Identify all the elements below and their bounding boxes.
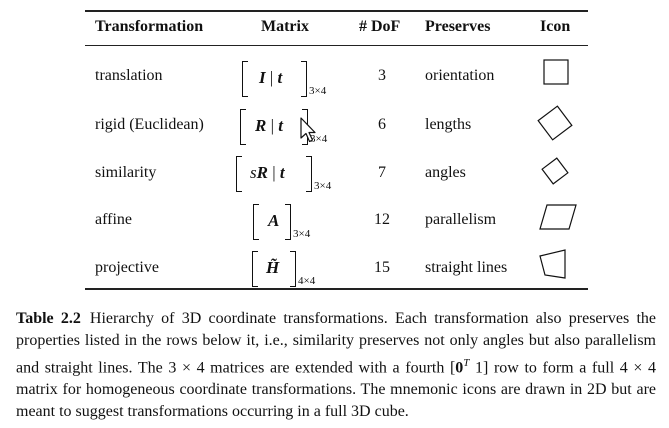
small-rotated-square-icon: [541, 157, 569, 185]
trapezoid-icon: [539, 249, 566, 279]
dof-rigid: 6: [378, 116, 386, 133]
row-name-rigid: rigid (Euclidean): [95, 116, 204, 133]
header-icon: Icon: [540, 18, 571, 35]
row-name-similarity: similarity: [95, 164, 157, 181]
header-matrix: Matrix: [261, 18, 309, 35]
preserves-affine: parallelism: [425, 211, 497, 228]
row-name-affine: affine: [95, 211, 133, 228]
preserves-similarity: angles: [425, 164, 466, 181]
transformation-table: Transformation Matrix # DoF Preserves Ic…: [85, 8, 588, 290]
caption-one: 1: [475, 359, 484, 377]
caption-vector: 0: [455, 359, 464, 377]
matrix-body: sR | t: [250, 163, 285, 182]
matrix-body: I | t: [259, 68, 283, 87]
matrix-subscript: 3×4: [309, 85, 327, 97]
preserves-rigid: lengths: [425, 116, 472, 133]
caption-label: Table 2.2: [16, 310, 81, 327]
dof-affine: 12: [374, 211, 390, 228]
table-top-rule: [85, 10, 588, 12]
row-name-projective: projective: [95, 259, 159, 276]
caption-text-before: Hierarchy of 3D coordinate transformatio…: [16, 310, 656, 377]
matrix-body: R | t: [255, 116, 283, 135]
dof-similarity: 7: [378, 164, 386, 181]
header-dof: # DoF: [359, 18, 401, 35]
matrix-body: A: [268, 211, 280, 230]
table-caption: Table 2.2 Hierarchy of 3D coordinate tran…: [16, 308, 656, 423]
caption-text-after: ] row to form a full 4 × 4 matrix for ho…: [16, 359, 657, 421]
matrix-subscript: 4×4: [298, 275, 316, 287]
dof-projective: 15: [374, 259, 390, 276]
square-icon: [543, 59, 569, 85]
parallelogram-icon: [539, 204, 577, 230]
matrix-subscript: 3×4: [310, 133, 328, 145]
rotated-square-icon: [537, 105, 573, 141]
header-preserves: Preserves: [425, 18, 491, 35]
preserves-projective: straight lines: [425, 259, 508, 276]
table-bottom-rule: [85, 288, 588, 290]
matrix-subscript: 3×4: [314, 180, 332, 192]
caption-vector-superscript: T: [463, 357, 470, 369]
dof-translation: 3: [378, 67, 386, 84]
header-transformation: Transformation: [95, 18, 204, 35]
matrix-subscript: 3×4: [293, 228, 311, 240]
row-name-translation: translation: [95, 67, 163, 84]
table-header-rule: [85, 45, 588, 46]
mouse-pointer-icon: [300, 117, 316, 143]
preserves-translation: orientation: [425, 67, 495, 84]
matrix-body: H̃: [266, 258, 280, 277]
